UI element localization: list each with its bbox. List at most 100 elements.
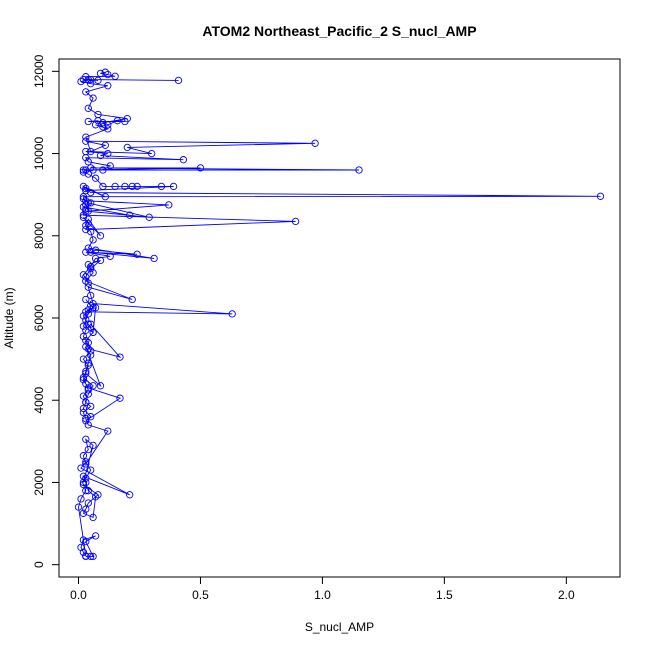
data-point bbox=[82, 186, 90, 195]
data-point bbox=[91, 304, 100, 312]
data-point bbox=[104, 121, 112, 129]
data-point bbox=[79, 166, 88, 174]
data-point bbox=[79, 312, 88, 320]
data-point bbox=[355, 166, 363, 174]
data-point bbox=[87, 188, 95, 197]
series-layer bbox=[74, 68, 605, 561]
data-point bbox=[79, 392, 88, 400]
chart-title: ATOM2 Northeast_Pacific_2 S_nucl_AMP bbox=[202, 23, 476, 39]
data-point bbox=[94, 76, 102, 85]
data-point bbox=[87, 265, 95, 273]
data-point bbox=[82, 221, 90, 230]
data-point bbox=[128, 295, 136, 304]
data-point bbox=[101, 193, 109, 201]
data-point bbox=[79, 373, 88, 382]
data-point bbox=[101, 68, 109, 76]
x-axis-label: S_nucl_AMP bbox=[305, 620, 374, 634]
data-point bbox=[94, 491, 102, 499]
data-point bbox=[96, 382, 105, 390]
data-point bbox=[87, 413, 95, 421]
data-point bbox=[79, 168, 88, 176]
data-point bbox=[82, 316, 90, 324]
data-point bbox=[84, 320, 92, 328]
data-point bbox=[116, 353, 124, 361]
y-axis: 0 2000 4000 6000 8000 10000 12000 bbox=[32, 54, 60, 568]
data-point bbox=[79, 480, 88, 489]
data-point bbox=[84, 359, 92, 367]
data-point bbox=[89, 236, 97, 244]
data-point bbox=[87, 320, 95, 328]
data-point bbox=[87, 248, 95, 256]
data-point bbox=[96, 232, 105, 240]
data-point bbox=[148, 149, 156, 158]
data-point bbox=[84, 445, 92, 454]
data-point bbox=[79, 213, 88, 221]
data-point bbox=[77, 495, 85, 503]
data-point bbox=[91, 532, 100, 540]
data-point bbox=[82, 537, 90, 546]
data-point bbox=[104, 427, 112, 435]
data-point bbox=[82, 487, 90, 495]
data-point bbox=[89, 299, 97, 308]
data-point bbox=[111, 182, 119, 191]
x-axis: 0.0 0.5 1.0 1.5 2.0 bbox=[70, 576, 575, 602]
data-point bbox=[82, 133, 90, 141]
data-point bbox=[113, 117, 122, 125]
y-tick-label: 10000 bbox=[32, 137, 46, 171]
data-point bbox=[101, 141, 109, 149]
y-tick-label: 6000 bbox=[32, 304, 46, 331]
data-point bbox=[82, 458, 90, 466]
data-point bbox=[84, 219, 92, 228]
data-point bbox=[84, 283, 92, 291]
data-point bbox=[84, 310, 92, 318]
data-point bbox=[87, 552, 95, 561]
data-point bbox=[169, 182, 178, 191]
data-point bbox=[89, 441, 97, 450]
y-axis-label: Altitude (m) bbox=[2, 287, 16, 348]
data-point bbox=[74, 503, 83, 511]
data-point bbox=[84, 260, 92, 269]
data-point bbox=[89, 269, 97, 277]
data-point bbox=[99, 119, 107, 127]
data-point bbox=[91, 254, 100, 263]
data-point bbox=[87, 291, 95, 300]
y-tick-label: 8000 bbox=[32, 222, 46, 249]
data-point bbox=[89, 382, 97, 390]
data-point bbox=[91, 121, 100, 129]
data-point bbox=[91, 174, 100, 182]
data-point bbox=[79, 548, 88, 556]
data-point bbox=[87, 351, 95, 359]
data-point bbox=[91, 246, 100, 254]
data-point bbox=[87, 199, 95, 207]
data-point bbox=[82, 201, 90, 209]
data-point bbox=[82, 326, 90, 334]
data-point bbox=[79, 478, 88, 487]
data-point bbox=[84, 421, 92, 429]
data-point bbox=[145, 213, 153, 221]
data-point bbox=[82, 295, 90, 304]
data-point bbox=[87, 147, 95, 156]
data-point bbox=[82, 505, 90, 513]
data-point bbox=[104, 149, 112, 158]
data-point bbox=[111, 72, 119, 80]
data-point bbox=[82, 248, 90, 256]
data-point bbox=[104, 125, 112, 133]
data-point bbox=[84, 487, 92, 495]
data-point bbox=[87, 302, 95, 310]
data-point bbox=[82, 369, 90, 378]
data-point bbox=[106, 252, 114, 260]
data-point bbox=[77, 464, 85, 472]
data-point bbox=[84, 244, 92, 252]
data-point bbox=[133, 182, 141, 191]
data-point bbox=[82, 184, 90, 193]
data-point bbox=[89, 304, 97, 312]
data-point bbox=[82, 166, 90, 174]
data-point bbox=[84, 104, 92, 112]
data-point bbox=[89, 166, 97, 174]
data-point bbox=[82, 205, 90, 213]
data-point bbox=[84, 361, 92, 369]
data-point bbox=[96, 151, 105, 160]
data-point bbox=[89, 94, 97, 102]
data-point bbox=[116, 394, 124, 402]
